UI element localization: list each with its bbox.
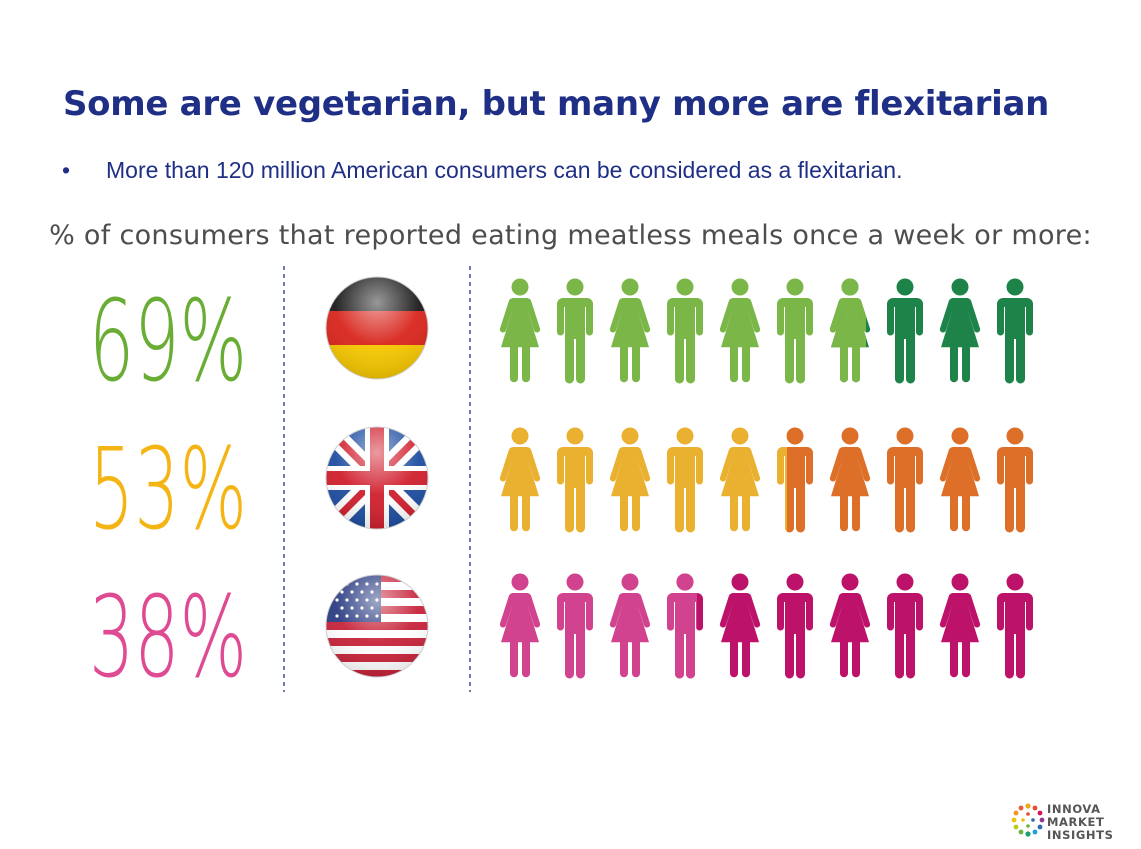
logo-dots-icon xyxy=(1011,803,1045,837)
man-icon xyxy=(667,278,703,384)
man-icon xyxy=(887,278,923,384)
slide-title: Some are vegetarian, but many more are f… xyxy=(63,84,1050,124)
bullet-marker: • xyxy=(62,157,71,183)
woman-icon xyxy=(499,427,541,532)
man-icon xyxy=(667,427,703,533)
woman-icon xyxy=(939,573,981,678)
chart-title: % of consumers that reported eating meat… xyxy=(49,220,1092,251)
woman-icon xyxy=(609,573,651,678)
usa-percentage: 38% xyxy=(89,573,247,703)
woman-icon xyxy=(939,278,981,383)
man-icon xyxy=(777,573,813,679)
people-icons xyxy=(499,278,1033,679)
woman-icon xyxy=(829,573,871,678)
usa-flag-icon xyxy=(325,574,429,678)
logo-line-1: INNOVA xyxy=(1047,802,1101,816)
woman-icon xyxy=(609,427,651,532)
man-icon xyxy=(997,573,1033,679)
man-icon xyxy=(557,278,593,384)
man-icon xyxy=(777,427,813,533)
man-icon xyxy=(557,427,593,533)
germany-percentage: 69% xyxy=(89,277,247,407)
innova-logo xyxy=(1011,803,1045,837)
woman-icon xyxy=(939,427,981,532)
woman-icon xyxy=(499,573,541,678)
man-icon xyxy=(997,427,1033,533)
woman-icon xyxy=(829,427,871,532)
woman-icon xyxy=(719,573,761,678)
germany-flag-icon xyxy=(325,276,429,380)
man-icon xyxy=(887,573,923,679)
uk-percentage: 53% xyxy=(89,425,247,555)
man-icon xyxy=(997,278,1033,384)
woman-icon xyxy=(719,278,761,383)
woman-icon xyxy=(499,278,541,383)
man-icon xyxy=(887,427,923,533)
logo-text: INNOVA MARKET INSIGHTS xyxy=(1047,803,1113,842)
woman-icon xyxy=(719,427,761,532)
logo-line-3: INSIGHTS xyxy=(1047,828,1114,842)
man-icon xyxy=(667,573,703,679)
logo-line-2: MARKET xyxy=(1047,815,1105,829)
woman-icon xyxy=(609,278,651,383)
man-icon xyxy=(777,278,813,384)
uk-flag-icon xyxy=(325,426,429,530)
woman-icon xyxy=(829,278,871,383)
man-icon xyxy=(557,573,593,679)
bullet-point: • More than 120 million American consumer… xyxy=(62,157,902,184)
bullet-text: More than 120 million American consumers… xyxy=(106,157,903,183)
